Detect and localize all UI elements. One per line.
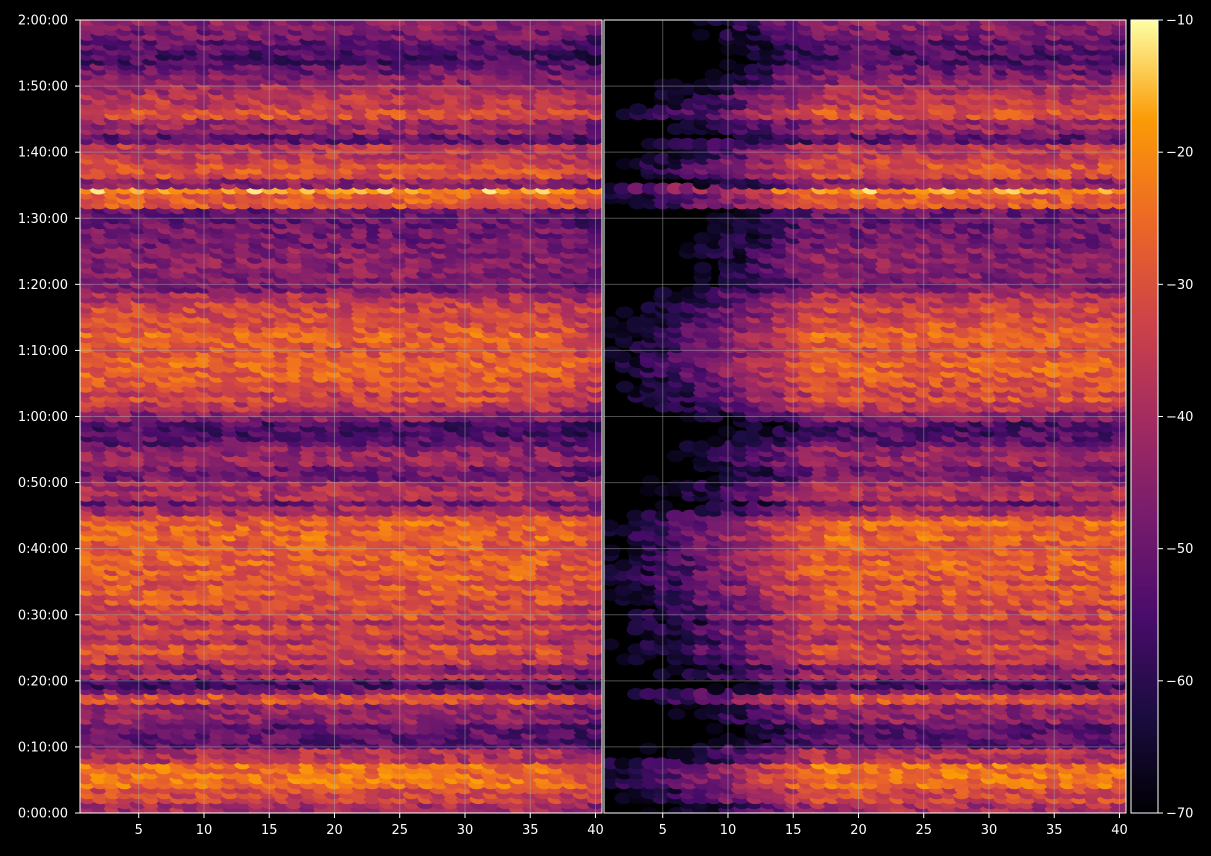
heatmap-left-marks (80, 20, 602, 813)
